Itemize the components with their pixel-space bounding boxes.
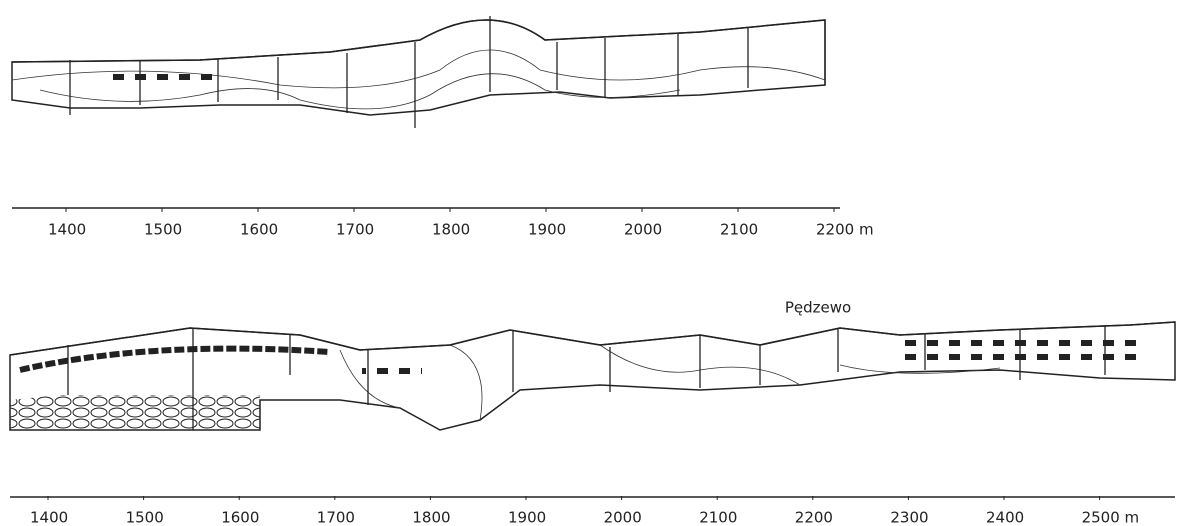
ground-surface xyxy=(9,321,1176,356)
axis-label: 1500 xyxy=(126,509,164,526)
axis-label: 1700 xyxy=(317,509,355,526)
axis-labels: 1400 1500 1600 1700 1800 1900 2000 2100 2200 2300… xyxy=(30,496,1139,526)
axis-label: 1500 xyxy=(144,221,182,239)
top-deposits xyxy=(11,19,826,116)
axis-label: 2000 xyxy=(604,509,642,526)
axis-label: 2300 xyxy=(890,509,928,526)
axis-label: 2200 xyxy=(795,509,833,526)
axis-label: 1900 xyxy=(508,509,546,526)
axis-label: 1400 xyxy=(30,509,68,526)
axis-label: 2500 m xyxy=(1082,509,1140,526)
axis-label: 2100 xyxy=(699,509,737,526)
top-section: 1400 1500 1600 1700 1800 1900 2000 2100 2200 m xyxy=(11,16,874,239)
axis-labels: 1400 1500 1600 1700 1800 1900 2000 2100 2200 m xyxy=(48,208,874,239)
bottom-section: Pędzewo 1400 1500 1600 1700 1800 1900 2000 2100… xyxy=(9,299,1176,526)
axis-label: 2000 xyxy=(624,221,662,239)
boreholes xyxy=(69,16,826,128)
axis-label: 1700 xyxy=(336,221,374,239)
axis-label: 1600 xyxy=(221,509,259,526)
ground-surface xyxy=(11,19,826,63)
gravel-band xyxy=(19,345,331,373)
axis-label: 2100 xyxy=(720,221,758,239)
axis-label: 1400 xyxy=(48,221,86,239)
layer-boundary xyxy=(39,73,681,110)
axis-label: 2200 m xyxy=(816,221,874,239)
axis-label: 2400 xyxy=(986,509,1024,526)
boreholes xyxy=(67,326,1106,430)
clay-lens xyxy=(110,68,220,80)
axis-label: 1900 xyxy=(528,221,566,239)
axis-label: 1800 xyxy=(412,509,450,526)
boulder-layer xyxy=(10,395,260,430)
layer-boundary xyxy=(339,344,1001,421)
clay-lens xyxy=(362,368,422,382)
axis-label: 1800 xyxy=(432,221,470,239)
axis-label: 1600 xyxy=(240,221,278,239)
place-label: Pędzewo xyxy=(785,299,851,317)
